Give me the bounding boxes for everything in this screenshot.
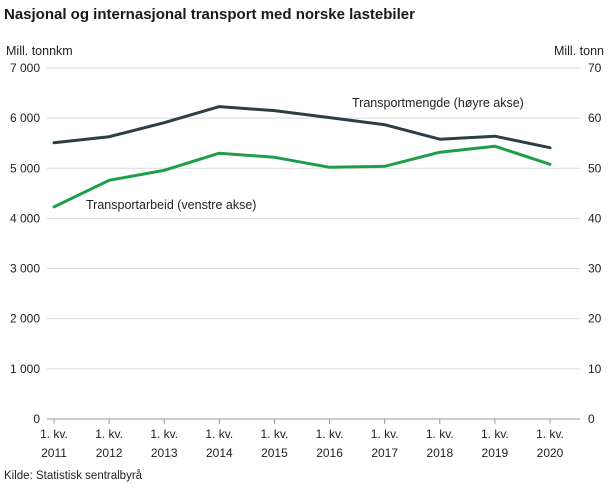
- source-note: Kilde: Statistisk sentralbyrå: [4, 470, 143, 482]
- x-tick-label-year: 2018: [426, 446, 453, 460]
- x-axis: 1. kv. 2011 1. kv. 2012 1. kv. 2013 1. kv. 2014…: [40, 419, 564, 460]
- x-tick-label-quarter: 1. kv.: [481, 427, 509, 441]
- right-y-tick-label: 0: [588, 412, 595, 426]
- x-tick-label-quarter: 1. kv.: [261, 427, 289, 441]
- x-tick-label-quarter: 1. kv.: [426, 427, 454, 441]
- right-y-tick-label: 10: [588, 362, 602, 376]
- left-y-tick-label: 6 000: [10, 111, 40, 125]
- x-tick-label-year: 2013: [151, 446, 178, 460]
- gridlines: [47, 67, 580, 420]
- right-y-tick-label: 50: [588, 161, 602, 175]
- x-tick-label-quarter: 1. kv.: [205, 427, 233, 441]
- left-y-tick-label: 0: [33, 412, 40, 426]
- x-tick-label-year: 2012: [96, 446, 123, 460]
- right-y-axis: 0 10 20 30 40 50 60 70: [588, 61, 602, 426]
- left-y-tick-label: 2 000: [10, 312, 40, 326]
- x-tick-label-year: 2014: [206, 446, 233, 460]
- right-y-tick-label: 20: [588, 312, 602, 326]
- left-y-tick-label: 3 000: [10, 262, 40, 276]
- left-y-tick-label: 7 000: [10, 61, 40, 75]
- right-y-tick-label: 40: [588, 211, 602, 225]
- series-label-transportarbeid: Transportarbeid (venstre akse): [86, 198, 256, 212]
- x-tick-label-quarter: 1. kv.: [371, 427, 399, 441]
- right-y-tick-label: 30: [588, 262, 602, 276]
- series-line-transportarbeid: [52, 144, 552, 209]
- series-lines: [52, 105, 552, 209]
- x-tick-label-year: 2011: [41, 446, 67, 460]
- x-tick-label-year: 2015: [261, 446, 288, 460]
- left-axis-title: Mill. tonnkm: [6, 44, 73, 58]
- left-y-axis: 0 1 000 2 000 3 000 4 000 5 000 6 000 7 000: [10, 61, 40, 426]
- left-y-tick-label: 1 000: [10, 362, 40, 376]
- x-tick-label-quarter: 1. kv.: [40, 427, 68, 441]
- series-line-transportmengde: [52, 105, 552, 150]
- x-tick-label-quarter: 1. kv.: [536, 427, 564, 441]
- x-tick-label-quarter: 1. kv.: [150, 427, 178, 441]
- x-tick-label-quarter: 1. kv.: [95, 427, 123, 441]
- right-axis-title: Mill. tonn: [554, 44, 604, 58]
- x-tick-label-quarter: 1. kv.: [316, 427, 344, 441]
- x-tick-label-year: 2020: [537, 446, 564, 460]
- right-y-tick-label: 70: [588, 61, 602, 75]
- x-tick-label-year: 2017: [371, 446, 398, 460]
- right-y-tick-label: 60: [588, 111, 602, 125]
- series-label-transportmengde: Transportmengde (høyre akse): [352, 96, 524, 110]
- x-tick-label-year: 2019: [482, 446, 509, 460]
- chart-title: Nasjonal og internasjonal transport med …: [4, 6, 415, 23]
- left-y-tick-label: 5 000: [10, 161, 40, 175]
- x-tick-label-year: 2016: [316, 446, 343, 460]
- left-y-tick-label: 4 000: [10, 211, 40, 225]
